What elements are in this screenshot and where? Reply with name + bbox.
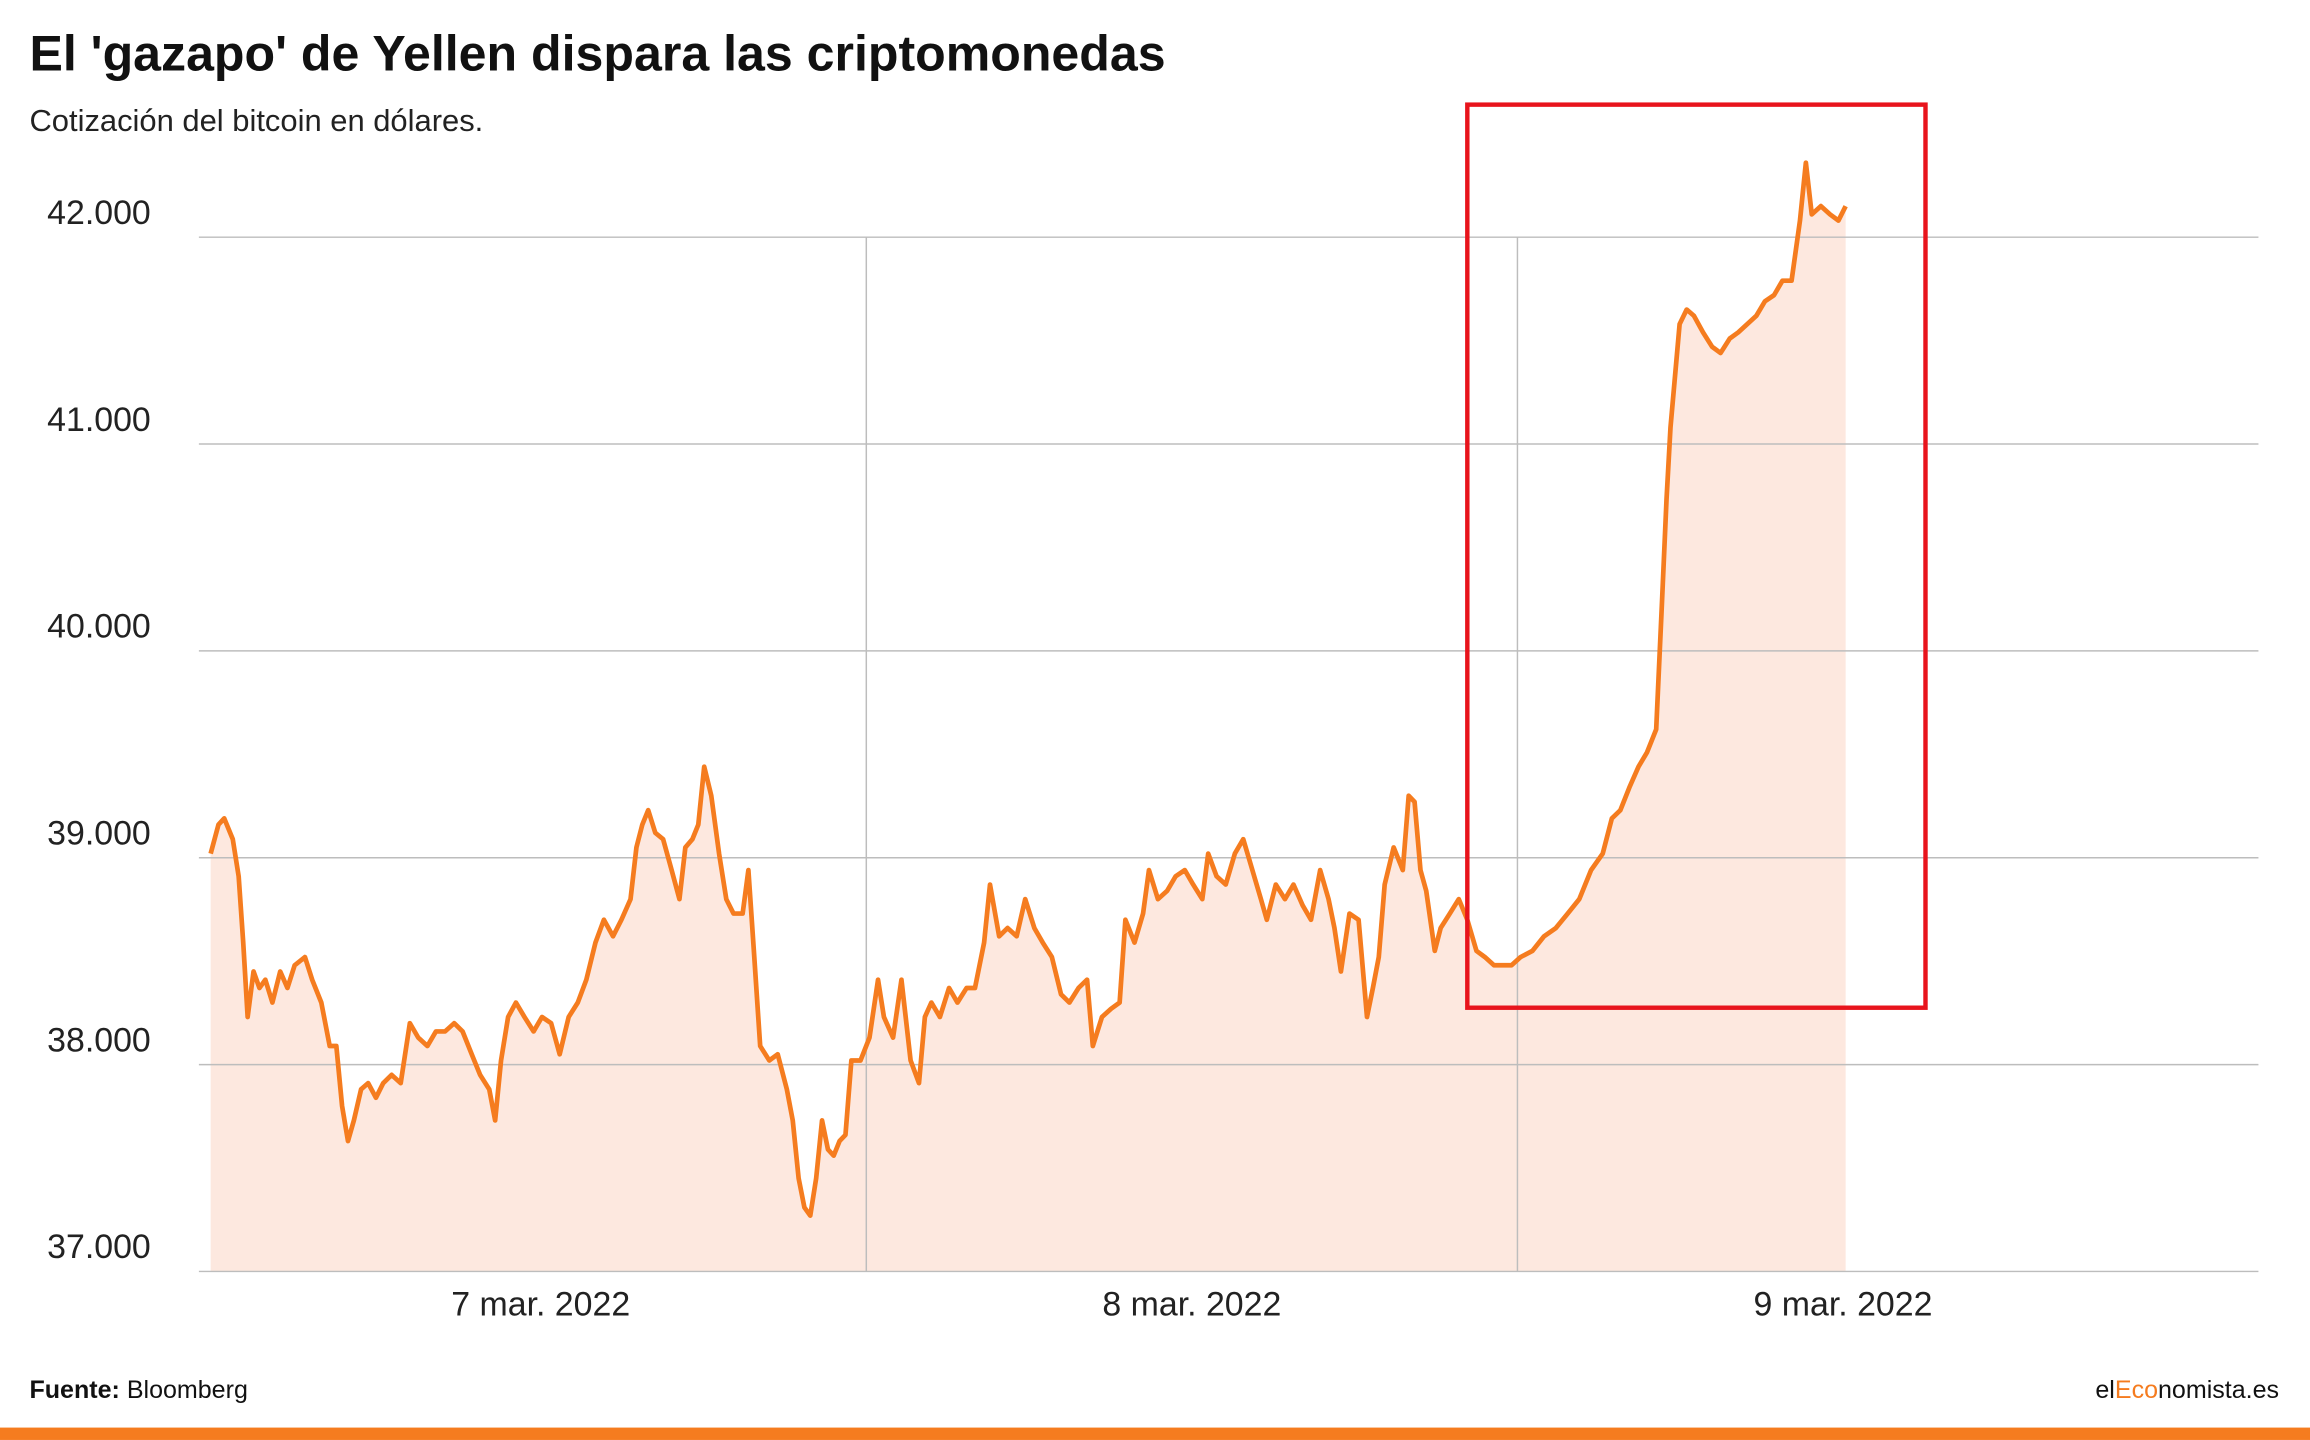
chart-subtitle: Cotización del bitcoin en dólares.: [29, 103, 483, 138]
footer-bar: [0, 1427, 2310, 1440]
grid-layer: [198, 236, 2259, 1273]
brand-part: el: [2095, 1376, 2114, 1404]
y-tick-label: 39.000: [47, 814, 151, 852]
area: [210, 162, 1846, 1272]
x-tick-label: 8 mar. 2022: [1102, 1286, 1281, 1324]
price-line: [208, 160, 1848, 1218]
brand-part: nomista.es: [2158, 1376, 2279, 1404]
chart-title: El 'gazapo' de Yellen dispara las cripto…: [29, 26, 1165, 82]
source-label: Fuente:: [29, 1376, 119, 1404]
source-name: Bloomberg: [127, 1376, 248, 1404]
y-tick-label: 40.000: [47, 608, 151, 646]
x-tick-label: 7 mar. 2022: [451, 1286, 630, 1324]
x-tick-label: 9 mar. 2022: [1754, 1286, 1933, 1324]
plot-area: 37.000 38.000 39.000 40.000 41.000 42.000 7 ma…: [47, 160, 2259, 1324]
line-layer: [210, 162, 1846, 1272]
source: Fuente: Bloomberg: [29, 1376, 247, 1404]
y-tick-label: 42.000: [47, 194, 151, 232]
y-tick-label: 37.000: [47, 1228, 151, 1266]
brand-part: Eco: [2115, 1376, 2158, 1404]
y-tick-label: 38.000: [47, 1021, 151, 1059]
y-tick-label: 41.000: [47, 401, 151, 439]
highlight-box: [1465, 102, 1928, 1010]
brand: elEconomista.es: [2095, 1376, 2279, 1404]
